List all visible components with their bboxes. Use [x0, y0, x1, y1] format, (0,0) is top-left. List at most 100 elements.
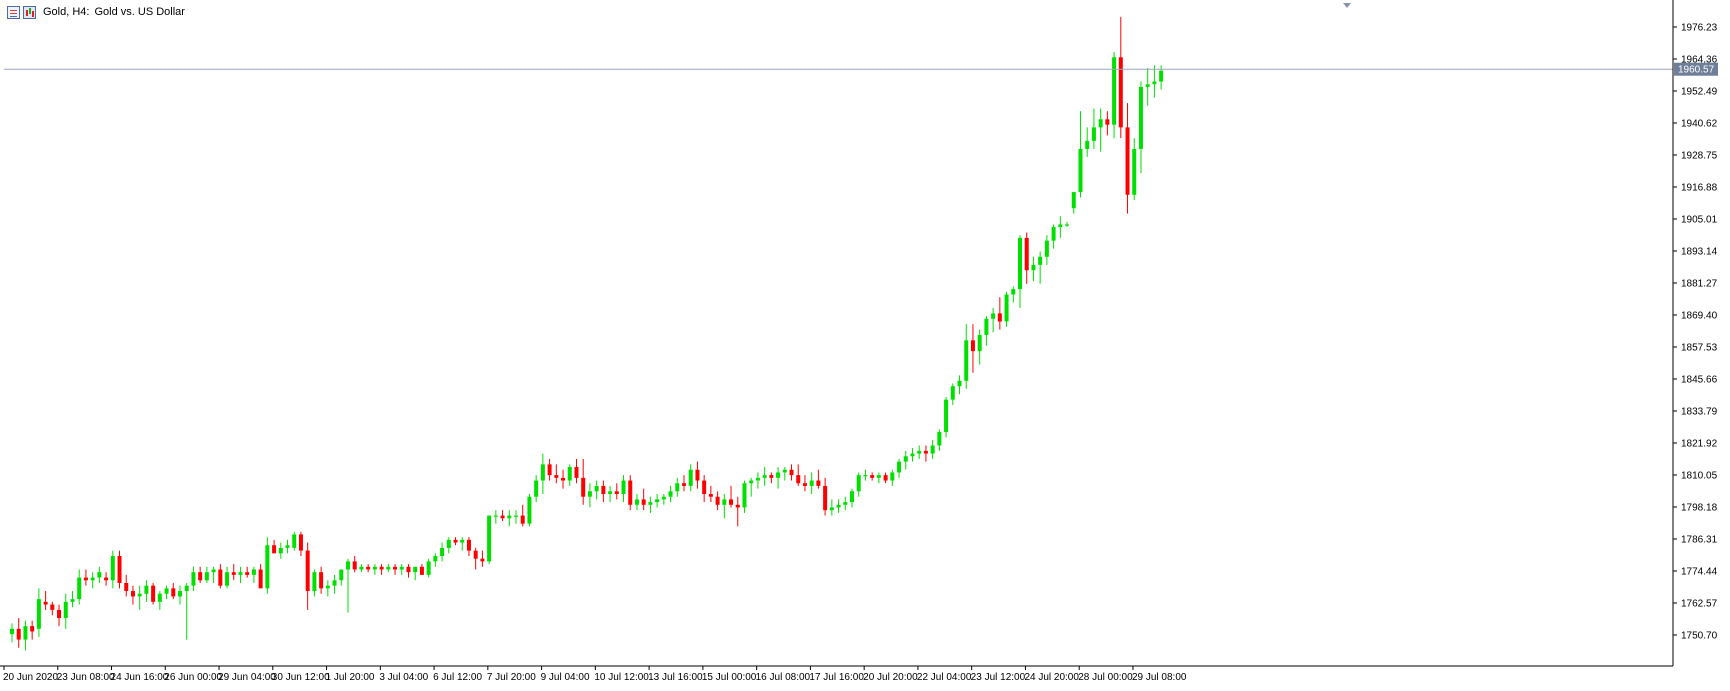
candle	[641, 488, 646, 511]
candle-body	[83, 577, 88, 581]
candle	[460, 537, 465, 551]
candle	[204, 566, 209, 583]
candle	[16, 618, 21, 648]
candle-body	[715, 496, 720, 505]
time-axis-label: 30 Jun 12:00	[272, 672, 330, 683]
candlestick-chart-icon[interactable]	[23, 5, 36, 19]
candle-body	[782, 469, 787, 473]
candle	[843, 496, 848, 511]
candle	[446, 537, 451, 554]
candle-body	[608, 491, 613, 495]
candle	[70, 591, 75, 608]
candle	[305, 542, 310, 610]
candle	[440, 542, 445, 562]
candle	[419, 564, 424, 575]
chart-title-bar: Gold, H4: Gold vs. US Dollar	[7, 4, 185, 20]
candle-body	[1132, 148, 1137, 195]
candle-body	[964, 340, 969, 381]
candle-body	[191, 572, 196, 586]
candle	[1118, 16, 1123, 139]
candle	[634, 494, 639, 511]
time-axis-label: 9 Jul 04:00	[541, 672, 590, 683]
candle	[769, 472, 774, 484]
candle-body	[823, 485, 828, 511]
candle-body	[816, 480, 821, 486]
candle	[63, 593, 68, 629]
candle-body	[184, 585, 189, 592]
chart-menu-icon[interactable]	[7, 5, 20, 19]
candle-body	[245, 572, 250, 575]
candle-body	[970, 340, 975, 352]
candle	[278, 542, 283, 559]
candle	[1091, 108, 1096, 149]
candle	[534, 475, 539, 503]
candle-body	[325, 585, 330, 589]
price-axis-label: 1952.49	[1681, 87, 1718, 98]
candle-body	[487, 515, 492, 562]
candle	[520, 504, 525, 527]
candle	[487, 515, 492, 565]
candle-body	[1105, 119, 1110, 125]
candle-body	[554, 475, 559, 478]
candle-body	[1024, 237, 1029, 271]
candle-body	[23, 626, 28, 640]
candle	[325, 580, 330, 597]
price-axis[interactable]: 1976.23 1964.36 1952.49 1940.62 1928.75 1916.…	[1673, 23, 1718, 642]
candle	[1058, 216, 1063, 238]
candle-body	[218, 569, 223, 586]
candle	[1038, 251, 1043, 284]
time-axis-label: 26 Jun 00:00	[164, 672, 222, 683]
price-axis-label: 1810.05	[1681, 471, 1718, 482]
candle-body	[950, 386, 955, 400]
candle	[917, 445, 922, 459]
candle	[977, 329, 982, 365]
price-axis-label: 1845.66	[1681, 375, 1718, 386]
price-axis-label: 1750.70	[1681, 631, 1718, 642]
candle-body	[1138, 86, 1143, 149]
price-axis-label: 1916.88	[1681, 183, 1718, 194]
candle-body	[937, 432, 942, 446]
candle	[722, 494, 727, 519]
candle	[151, 582, 156, 605]
candle	[1085, 127, 1090, 158]
price-axis-label: 1869.40	[1681, 311, 1718, 322]
candle-body	[910, 453, 915, 457]
candle	[164, 585, 169, 600]
candle	[708, 485, 713, 503]
candle	[587, 483, 592, 508]
candle-body	[151, 585, 156, 602]
candle	[366, 564, 371, 573]
candle	[957, 375, 962, 395]
candle-body	[903, 456, 908, 462]
candle-body	[225, 572, 230, 586]
candle-body	[923, 450, 928, 454]
candle	[191, 566, 196, 592]
candle-body	[16, 628, 21, 640]
candle	[30, 620, 35, 640]
candle-body	[641, 499, 646, 505]
candle-body	[587, 491, 592, 497]
candle-body	[1038, 256, 1043, 265]
candle	[1051, 224, 1056, 249]
candle	[614, 483, 619, 500]
candle	[238, 566, 243, 583]
candle	[876, 472, 881, 484]
candle	[507, 510, 512, 527]
candle-body	[231, 572, 236, 575]
candle-body	[957, 380, 962, 387]
candle-body	[1118, 57, 1123, 128]
chart-shift-marker[interactable]	[1343, 3, 1351, 8]
candle-body	[870, 475, 875, 478]
candle-body	[63, 601, 68, 619]
candle-body	[211, 569, 216, 573]
candle	[1078, 111, 1083, 198]
candle	[997, 297, 1002, 330]
candle	[493, 510, 498, 524]
price-axis-label: 1964.36	[1681, 55, 1718, 66]
candle-body	[298, 534, 303, 551]
candle	[937, 429, 942, 451]
candle	[715, 491, 720, 511]
